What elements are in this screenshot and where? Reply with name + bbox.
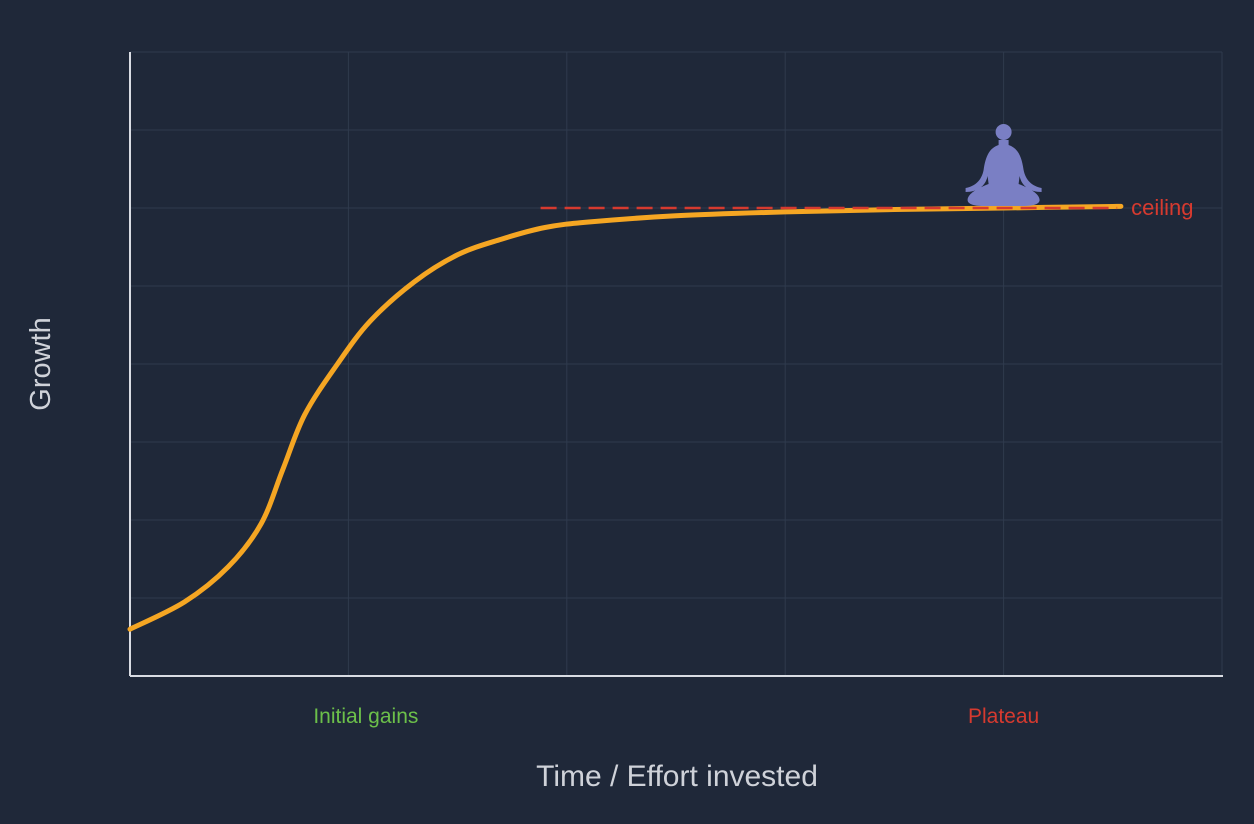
ceiling-label: ceiling <box>1131 195 1193 220</box>
x-axis-label: Time / Effort invested <box>536 760 818 793</box>
growth-curve <box>127 203 1124 632</box>
meditating-person-icon <box>965 124 1042 206</box>
grid <box>130 51 1223 676</box>
y-axis-label: Growth <box>25 317 57 410</box>
plateau-label: Plateau <box>968 705 1039 728</box>
initial-gains-label: Initial gains <box>313 705 418 728</box>
